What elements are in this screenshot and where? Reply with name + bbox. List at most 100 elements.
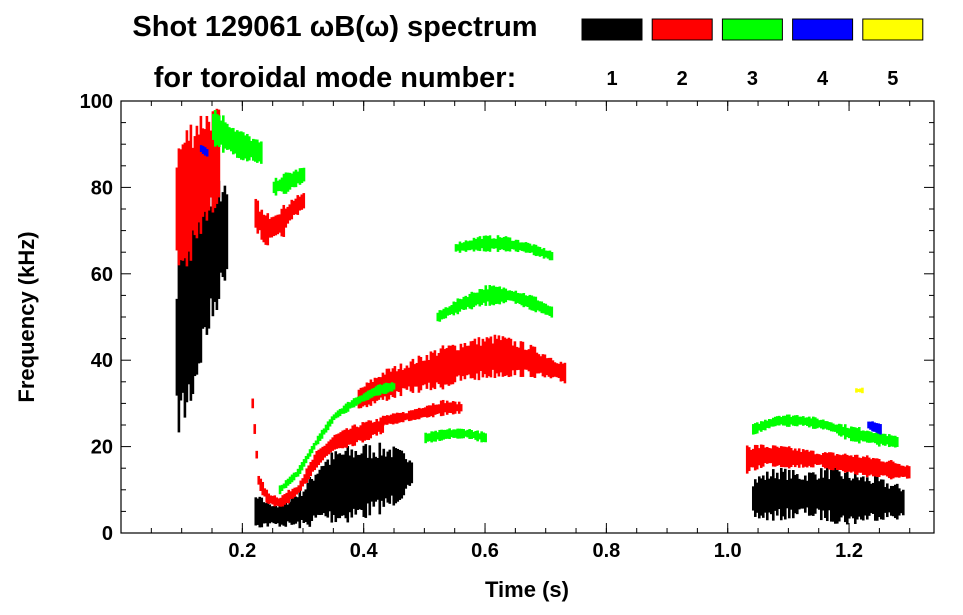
mode-band-segment [334, 451, 338, 523]
mode-band-segment [877, 423, 880, 434]
mode-band-segment [447, 345, 451, 386]
mode-band-segment [199, 115, 203, 234]
mode-band-segment [317, 449, 321, 466]
mode-band-segment [437, 352, 441, 385]
mode-band-segment [464, 430, 467, 437]
mode-band-segment [330, 452, 334, 523]
mode-band-segment [280, 208, 284, 237]
mode-band-segment [435, 404, 439, 415]
mode-band-segment [783, 446, 787, 468]
mode-band-segment [518, 293, 522, 305]
mode-band-segment [753, 423, 757, 435]
mode-band-segment [553, 362, 557, 377]
mode-band-segment [355, 426, 359, 443]
mode-band-segment [201, 145, 205, 154]
mode-band-segment [835, 454, 839, 471]
mode-band-segment [548, 306, 552, 316]
mode-band-segment [803, 450, 807, 467]
mode-band-segment [306, 453, 310, 460]
mode-band-segment [881, 433, 885, 446]
mode-band-segment [389, 414, 393, 424]
mode-band-segment [480, 431, 483, 443]
mode-band-segment [831, 469, 835, 522]
mode-band-segment [493, 334, 497, 379]
mode-band-segment [551, 360, 555, 378]
mode-band-segment [857, 480, 861, 517]
mode-band-segment [482, 235, 486, 252]
mode-band-segment [506, 237, 510, 252]
mode-band-segment [488, 235, 492, 252]
mode-band-segment [276, 507, 280, 524]
mode-band-segment [342, 454, 346, 516]
mode-band-segment [268, 504, 272, 524]
legend-label-n3: 3 [747, 68, 758, 90]
mode-band-segment [309, 462, 313, 477]
mode-band-segment [456, 244, 460, 251]
mode-band-segment [841, 426, 845, 436]
y-tick-label: 100 [80, 91, 113, 113]
mode-band-segment [867, 431, 871, 443]
mode-band-segment [191, 189, 195, 395]
mode-band-segment [310, 445, 314, 454]
mode-band-segment [301, 478, 305, 487]
mode-band-segment [855, 454, 859, 475]
mode-band-segment [530, 295, 534, 311]
mode-band-segment [217, 180, 221, 299]
mode-band-segment [763, 479, 767, 513]
mode-band-segment [430, 431, 433, 443]
mode-band-segment [201, 207, 205, 329]
mode-band-segment [514, 290, 518, 304]
mode-band-segment [500, 289, 504, 302]
mode-band-segment [340, 408, 344, 414]
mode-band-segment [421, 408, 425, 418]
mode-band-segment [494, 286, 498, 304]
mode-band-segment [769, 476, 773, 515]
mode-band-segment [891, 461, 895, 479]
mode-band-segment [561, 363, 565, 382]
mode-band-segment [805, 417, 809, 426]
mode-band-segment [446, 429, 449, 439]
mode-band-segment [460, 299, 464, 310]
mode-band-segment [221, 192, 225, 278]
mode-band-segment [444, 307, 448, 319]
mode-band-segment [799, 451, 803, 465]
mode-band-segment [454, 429, 457, 438]
mode-band-segment [356, 396, 360, 405]
mode-band-segment [399, 363, 403, 397]
mode-band-segment [316, 435, 320, 445]
mode-band-segment [893, 463, 897, 478]
mode-band-segment [376, 458, 380, 500]
mode-band-segment [197, 134, 201, 223]
mode-band-segment [791, 470, 795, 519]
mode-band-segment [498, 237, 502, 250]
mode-band-segment [809, 450, 813, 468]
mode-band-segment [337, 433, 341, 449]
mode-band-segment [472, 237, 476, 252]
mode-band-segment [879, 461, 883, 476]
mode-band-segment [785, 447, 789, 468]
mode-band-segment [837, 471, 841, 522]
mode-band-segment [519, 341, 523, 377]
mode-band-segment [458, 298, 462, 312]
mode-band-segment [765, 446, 769, 464]
mode-band-segment [449, 402, 453, 414]
mode-band-segment [468, 429, 471, 439]
y-tick-label: 40 [91, 350, 113, 372]
mode-band-segment [360, 395, 364, 402]
mode-band-segment [266, 500, 270, 527]
mode-band-segment [392, 383, 396, 390]
mode-band-segment [199, 183, 203, 363]
mode-band-segment [476, 237, 480, 251]
mode-band-segment [272, 506, 276, 524]
mode-band-segment [464, 240, 468, 252]
mode-band-segment [751, 448, 755, 468]
mode-band-segment [384, 456, 388, 499]
mode-band-segment [415, 362, 419, 387]
mode-band-segment [839, 455, 843, 471]
mode-band-segment [847, 428, 851, 439]
mode-band-segment [228, 127, 231, 150]
mode-band-segment [805, 449, 809, 468]
mode-band-segment [548, 250, 552, 261]
mode-band-segment [306, 483, 310, 525]
mode-band-segment [485, 337, 489, 378]
